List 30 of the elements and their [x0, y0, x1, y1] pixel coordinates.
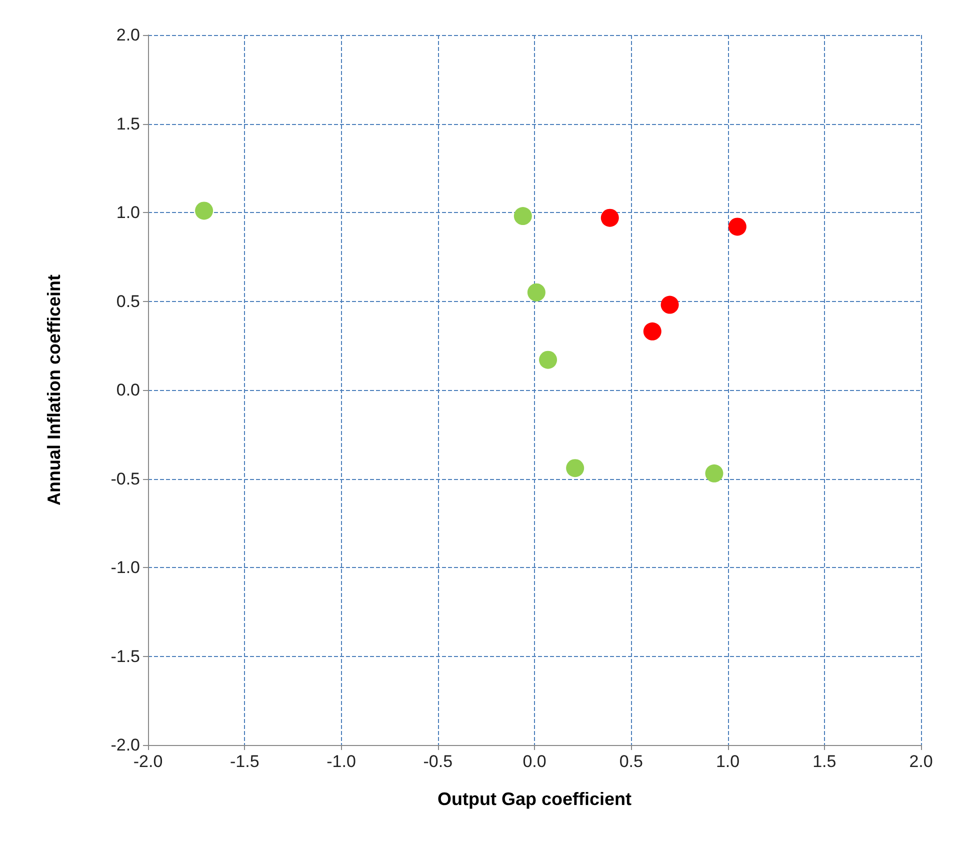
- point: [195, 202, 214, 220]
- x-tick-label: -0.5: [423, 752, 453, 771]
- point: [527, 283, 546, 302]
- point: [660, 296, 679, 314]
- x-tick-label: -1.5: [230, 752, 260, 771]
- y-tick-label: -1.5: [110, 646, 140, 666]
- y-tick-label: 0.0: [116, 380, 140, 400]
- x-tick-label: 0.0: [522, 752, 546, 771]
- y-tick-label: 1.5: [116, 114, 140, 134]
- x-tick-label: 1.0: [716, 752, 740, 771]
- point: [705, 464, 724, 482]
- x-tick-label: -2.0: [133, 752, 163, 771]
- y-tick-label: 2.0: [116, 26, 140, 44]
- y-axis-title: Annual Inflation coefficeint: [44, 274, 64, 506]
- point: [539, 350, 558, 369]
- point: [643, 322, 662, 340]
- y-tick-label: 1.0: [116, 203, 140, 222]
- y-tick-label: -1.0: [110, 558, 140, 577]
- y-tick-label: -0.5: [110, 469, 140, 488]
- y-tick-label: -2.0: [110, 736, 140, 754]
- y-tick-label: 0.5: [116, 292, 140, 311]
- x-tick-label: 1.5: [812, 752, 836, 771]
- x-tick-label: -1.0: [326, 752, 356, 771]
- point: [514, 207, 532, 226]
- point: [600, 208, 619, 227]
- point: [728, 218, 746, 236]
- x-tick-label: 0.5: [619, 752, 643, 771]
- x-tick-label: 2.0: [909, 752, 933, 771]
- x-axis-title: Output Gap coefficient: [437, 789, 632, 809]
- point: [566, 459, 584, 478]
